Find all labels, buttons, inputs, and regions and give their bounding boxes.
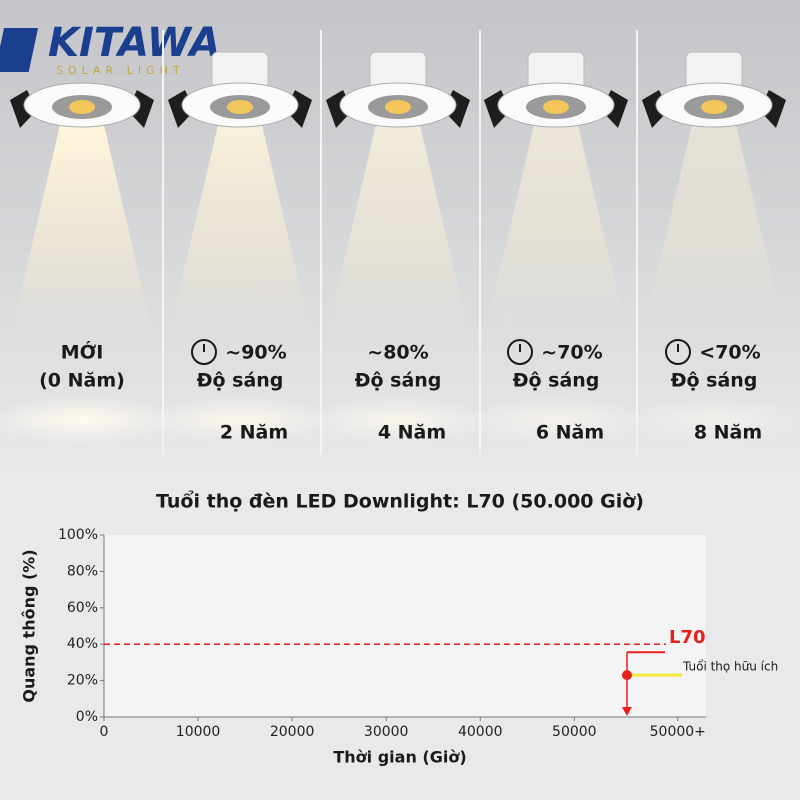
floor-glow [0,396,177,444]
logo: KITAWA SOLAR LIGHT [0,20,220,77]
y-tick-label: 100% [58,527,98,543]
x-tick-label: 30000 [364,724,409,740]
chart: 0% 20% 40% 60% 80% 100% 0 10000 20000 30000 40000 5… [58,527,778,740]
panel-year: 2 Năm [220,422,288,444]
useful-life-label: Tuổi thọ hữu ích [682,660,778,674]
light-cone [486,125,626,330]
plot-area [104,535,706,717]
lamp-cob [701,100,727,114]
clock-icon [665,339,691,365]
clock-icon [507,339,533,365]
end-marker [621,670,632,681]
y-tick-label: 80% [67,563,98,579]
lamp-cob [227,100,253,114]
panel-label: ~80% [367,342,428,364]
light-cone [328,125,468,330]
y-tick-label: 20% [67,673,98,689]
panel-year: 4 Năm [378,422,446,444]
panel-label: ~70% [541,342,602,364]
x-tick-label: 50000 [552,724,597,740]
lamp-cob [385,100,411,114]
x-tick-label: 10000 [176,724,221,740]
light-cone [644,125,784,330]
floor-glow [303,396,493,444]
panel-label: MỚI [61,340,104,364]
x-axis-label: Thời gian (Giờ) [333,748,466,767]
floor-glow [461,396,651,444]
panels: MỚI (0 Năm) ~90% Độ sáng 2 Năm ~80% Độ sáng 4 N… [0,30,800,455]
panel-caption: Độ sáng [197,370,284,392]
y-tick-label: 40% [67,636,98,652]
panel-caption: (0 Năm) [39,370,125,392]
panel-year: 8 Năm [694,422,762,444]
light-cone [170,125,310,330]
x-tick-label: 50000+ [650,724,706,740]
lamp-cob [69,100,95,114]
light-cone [12,125,152,330]
y-tick-label: 0% [76,709,98,725]
x-tick-label: 20000 [270,724,315,740]
floor-glow [145,396,335,444]
y-tick-label: 60% [67,600,98,616]
x-tick-label: 40000 [458,724,503,740]
panel-caption: Độ sáng [671,370,758,392]
panel-caption: Độ sáng [513,370,600,392]
panel-label: ~90% [225,342,286,364]
panel-caption: Độ sáng [355,370,442,392]
arrow-head [621,707,632,716]
logo-icon [0,28,39,72]
chart-title: Tuổi thọ đèn LED Downlight: L70 (50.000 … [156,490,644,513]
clock-icon [191,339,217,365]
x-tick-label: 0 [100,724,109,740]
brand-tagline: SOLAR LIGHT [56,64,185,77]
brand-name: KITAWA [48,20,220,66]
reference-label: L70 [669,627,706,648]
panel-label: <70% [699,342,760,364]
y-axis-label: Quang thông (%) [20,549,39,702]
lamp-cob [543,100,569,114]
floor-glow [619,396,800,444]
panel-year: 6 Năm [536,422,604,444]
